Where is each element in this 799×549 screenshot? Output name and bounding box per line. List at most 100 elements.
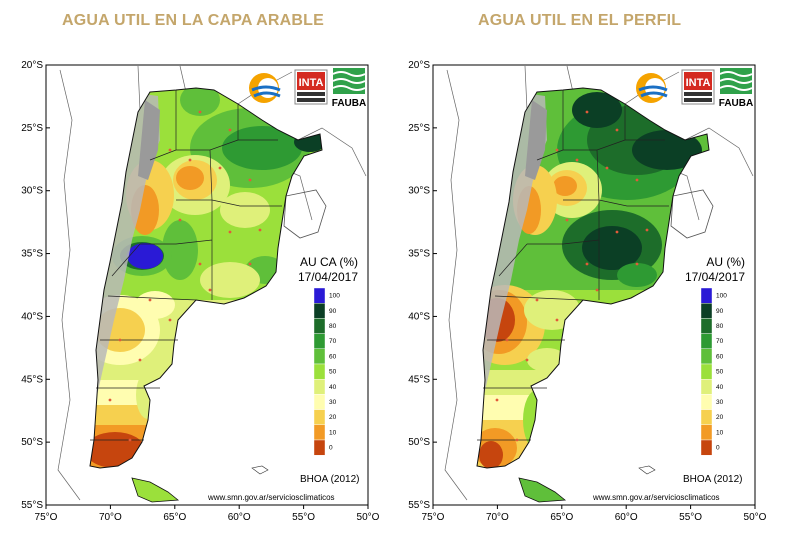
legend-level-label: 30: [329, 399, 337, 406]
legend-level-label: 100: [716, 293, 727, 300]
legend-level-label: 30: [716, 399, 724, 406]
lon-tick-label: 75°O: [422, 512, 445, 523]
left-source-label: BHOA (2012): [300, 474, 359, 485]
lat-tick-label: 45°S: [408, 374, 430, 385]
right-province-lines: [477, 90, 669, 441]
left-inta-logo: INTA: [294, 69, 328, 105]
right-station-dots: [495, 110, 649, 442]
legend-level-label: 70: [329, 338, 337, 345]
lat-tick-label: 45°S: [21, 374, 43, 385]
legend-level-label: 0: [716, 445, 720, 452]
legend-level-label: 20: [329, 414, 337, 421]
lat-tick-label: 30°S: [408, 186, 430, 197]
right-fauba-logo: FAUBA: [719, 68, 753, 109]
legend-swatch: [700, 303, 713, 319]
legend-swatch: [313, 424, 326, 441]
left-smn-logo: [249, 73, 281, 103]
lon-tick-label: 65°O: [550, 512, 573, 523]
lon-tick-label: 65°O: [163, 512, 186, 523]
lat-tick-label: 50°S: [21, 437, 43, 448]
right-uruguay-outline: [670, 189, 714, 239]
right-legend-date: 17/04/2017: [685, 270, 745, 284]
legend-swatch: [700, 318, 713, 334]
lat-tick-label: 25°S: [408, 123, 430, 134]
lon-tick-label: 50°O: [357, 512, 380, 523]
legend-level-label: 50: [329, 369, 337, 376]
lon-tick-label: 70°O: [99, 512, 122, 523]
legend-swatch: [700, 439, 713, 456]
legend-swatch: [700, 379, 713, 395]
left-tierra-del-fuego: [131, 477, 180, 503]
left-legend-date: 17/04/2017: [298, 270, 358, 284]
legend-level-label: 20: [716, 414, 724, 421]
lat-tick-label: 20°S: [21, 60, 43, 71]
legend-level-label: 40: [329, 384, 337, 391]
legend-swatch: [700, 348, 713, 365]
right-url: www.smn.gov.ar/serviciosclimaticos: [592, 493, 720, 502]
legend-swatch: [313, 439, 326, 456]
legend-swatch: [700, 363, 713, 380]
legend-level-label: 50: [716, 369, 724, 376]
lat-tick-label: 25°S: [21, 123, 43, 134]
legend-level-label: 60: [329, 353, 337, 360]
legend-swatch: [313, 363, 326, 380]
right-tierra-del-fuego: [518, 477, 567, 503]
panel-title-right: AGUA UTIL EN EL PERFIL: [478, 12, 682, 29]
right-smn-logo: [636, 73, 668, 103]
left-axis-ticks: 20°S 25°S 30°S 35°S 40°S 45°S 50°S 55°S75°O 70°O…: [21, 60, 379, 523]
legend-swatch: [313, 409, 326, 426]
lat-tick-label: 40°S: [408, 311, 430, 322]
left-map-panel: INTA FAUBA AU CA (%) 17/04/2017 10090807…: [21, 60, 379, 523]
left-uruguay-outline: [283, 189, 327, 239]
lon-tick-label: 60°O: [228, 512, 251, 523]
legend-swatch: [313, 333, 326, 350]
lat-tick-label: 55°S: [408, 500, 430, 511]
right-map-panel: INTA FAUBA AU (%) 17/04/2017 100 90 80 70 60…: [408, 60, 766, 523]
left-malvinas: [251, 465, 269, 475]
legend-level-label: 80: [329, 323, 337, 330]
left-argentina-outline: [89, 87, 323, 469]
legend-swatch: [700, 424, 713, 441]
inta-logo-text: INTA: [299, 77, 324, 89]
inta-logo-text: INTA: [686, 77, 711, 89]
legend-swatch: [313, 287, 326, 304]
left-station-dots: [108, 110, 262, 442]
lon-tick-label: 50°O: [744, 512, 767, 523]
legend-swatch: [313, 394, 326, 410]
lat-tick-label: 20°S: [408, 60, 430, 71]
lon-tick-label: 60°O: [615, 512, 638, 523]
legend-swatch: [700, 394, 713, 410]
lon-tick-label: 55°O: [292, 512, 315, 523]
lat-tick-label: 50°S: [408, 437, 430, 448]
left-province-lines: [90, 90, 282, 441]
legend-swatch: [313, 348, 326, 365]
lat-tick-label: 55°S: [21, 500, 43, 511]
legend-swatch: [700, 287, 713, 304]
legend-level-label: 70: [716, 338, 724, 345]
legend-level-label: 90: [329, 308, 337, 315]
right-malvinas: [638, 465, 656, 475]
left-fauba-logo: FAUBA: [332, 68, 366, 109]
right-inta-logo: INTA: [681, 69, 715, 105]
legend-level-label: 90: [716, 308, 724, 315]
legend-swatch: [700, 333, 713, 350]
legend-swatch: [313, 303, 326, 319]
lon-tick-label: 55°O: [679, 512, 702, 523]
legend-swatch: [313, 379, 326, 395]
legend-level-label: 80: [716, 323, 724, 330]
lat-tick-label: 30°S: [21, 186, 43, 197]
right-source-label: BHOA (2012): [683, 474, 742, 485]
panel-title-left: AGUA UTIL EN LA CAPA ARABLE: [62, 12, 324, 29]
right-argentina-outline: [476, 87, 710, 469]
lon-tick-label: 70°O: [486, 512, 509, 523]
left-url: www.smn.gov.ar/serviciosclimaticos: [207, 493, 335, 502]
lat-tick-label: 40°S: [21, 311, 43, 322]
legend-level-label: 60: [716, 353, 724, 360]
right-legend-title: AU (%): [706, 255, 745, 269]
legend-level-label: 100: [329, 293, 340, 300]
legend-swatch: [313, 318, 326, 334]
legend-level-label: 10: [329, 429, 337, 436]
fauba-logo-text: FAUBA: [332, 98, 366, 109]
